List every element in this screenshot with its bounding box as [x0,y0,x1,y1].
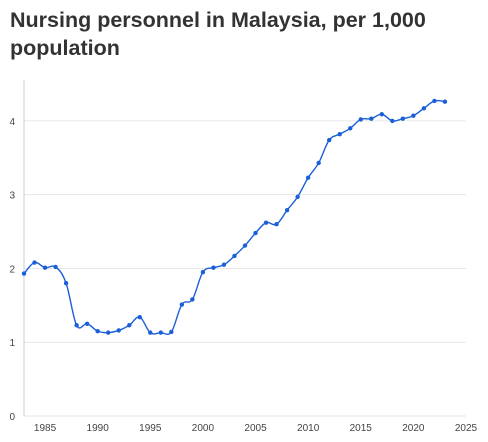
data-point-2000 [200,269,206,275]
data-point-2003 [232,253,237,259]
data-point-1998 [179,302,185,307]
data-point-2018 [390,118,395,124]
x-tick-label: 1995 [139,423,162,434]
data-point-2017 [379,112,385,117]
series-line-0 [23,99,446,336]
x-tick-label: 1990 [87,423,110,434]
x-tick-label: 2000 [192,423,215,434]
data-point-2011 [316,160,321,166]
x-tick-label: 1985 [34,423,57,434]
data-point-1987 [63,281,69,286]
data-point-2013 [337,131,342,137]
data-point-1994 [137,314,142,320]
data-point-2001 [211,265,216,270]
data-point-2019 [400,116,406,121]
data-point-2009 [295,194,300,200]
data-point-1995 [148,330,153,335]
data-points [21,98,448,335]
data-point-2022 [432,98,437,104]
x-tick-label: 2015 [350,423,373,434]
data-point-2010 [305,175,311,180]
data-point-1997 [169,329,174,335]
data-point-2007 [274,221,279,227]
x-tick-label: 2020 [402,423,425,434]
y-tick-labels: 0 1 2 3 4 [9,117,15,423]
data-point-2021 [421,106,427,111]
x-tick-label: 2005 [244,423,267,434]
data-point-2023 [442,99,448,104]
y-tick-label: 2 [9,264,15,275]
series-line-group [23,99,446,336]
data-point-1989 [84,321,90,326]
x-tick-labels: 1985 1990 1995 2000 2005 2010 2015 2020 2025 [34,423,478,434]
data-point-2004 [242,243,248,248]
data-point-1984 [32,260,37,265]
data-point-2014 [348,126,353,131]
y-tick-label: 3 [9,191,15,202]
data-point-1996 [158,330,164,335]
data-point-1985 [42,265,48,270]
data-point-2012 [326,137,332,143]
x-tick-label: 2025 [455,423,478,434]
data-point-1992 [116,328,121,333]
data-point-1983 [21,271,27,276]
data-point-2016 [369,116,374,121]
data-point-2002 [221,262,227,267]
data-point-1988 [74,323,79,328]
chart-title: Nursing personnel in Malaysia, per 1,000… [10,8,426,60]
data-point-2020 [411,113,416,118]
y-tick-label: 0 [9,412,15,423]
data-point-1999 [190,297,195,302]
data-point-2008 [284,207,290,213]
y-tick-label: 4 [9,117,15,128]
x-tick-label: 2010 [297,423,320,434]
data-point-1993 [127,323,132,328]
data-point-1991 [105,330,111,335]
data-point-2006 [263,220,269,225]
data-point-1986 [53,264,58,270]
data-point-1990 [95,328,100,334]
data-point-2015 [358,117,363,122]
gridlines [24,120,466,417]
data-point-2005 [253,230,258,236]
y-tick-label: 1 [9,338,15,349]
